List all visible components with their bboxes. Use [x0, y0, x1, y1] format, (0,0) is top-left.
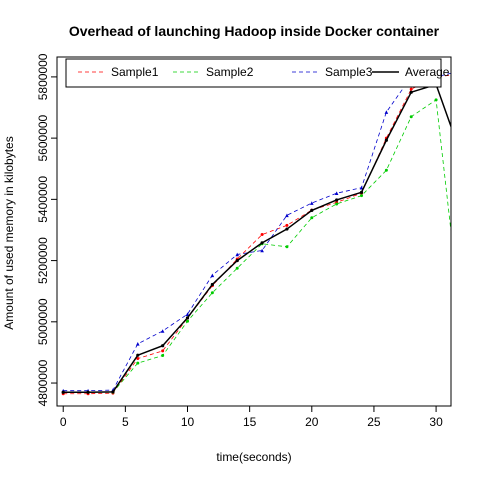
- data-point-average: [210, 282, 214, 287]
- data-point-sample2: [161, 353, 165, 357]
- data-point-average: [359, 190, 364, 194]
- y-tick-label: 5600000: [36, 114, 50, 161]
- data-point-sample1: [260, 233, 264, 237]
- data-point-average: [409, 90, 413, 94]
- legend-label-average: Average: [405, 65, 450, 79]
- data-point-sample1: [459, 72, 462, 75]
- data-point-average: [459, 153, 462, 156]
- legend-box: [65, 58, 442, 88]
- data-point-sample2: [459, 317, 462, 320]
- chart-title: Overhead of launching Hadoop inside Dock…: [69, 23, 440, 39]
- data-point-sample3: [334, 191, 339, 196]
- x-tick-label: 15: [243, 415, 257, 429]
- x-axis-label: time(seconds): [216, 450, 291, 464]
- data-point-average: [384, 138, 388, 142]
- data-point-average: [161, 344, 165, 348]
- data-point-average: [235, 258, 239, 263]
- x-tick-label: 5: [122, 415, 129, 429]
- y-axis-label: Amount of used memory in kilobytes: [2, 136, 16, 329]
- legend-label-sample2: Sample2: [206, 65, 254, 79]
- data-point-sample1: [136, 357, 140, 361]
- data-point-sample3: [160, 329, 165, 333]
- data-point-sample2: [285, 245, 289, 249]
- data-point-sample2: [384, 168, 388, 172]
- data-point-sample2: [235, 266, 239, 270]
- data-point-sample1: [409, 87, 413, 91]
- data-point-sample3: [285, 213, 289, 218]
- data-point-average: [260, 241, 264, 245]
- data-point-sample1: [161, 349, 165, 353]
- y-tick-label: 5800000: [36, 53, 50, 100]
- y-tick-label: 5000000: [36, 298, 50, 345]
- plot-area: [61, 69, 463, 396]
- data-point-sample2: [335, 202, 339, 206]
- x-tick-label: 30: [429, 415, 443, 429]
- y-tick-label: 5200000: [36, 237, 50, 284]
- x-tick-label: 10: [181, 415, 195, 429]
- axes: 0 5 10 15 20 25 30 4800000 5000000 5200000 5400000…: [36, 53, 452, 429]
- data-point-average: [86, 390, 90, 394]
- data-point-sample3: [135, 342, 140, 346]
- data-point-sample2: [360, 194, 364, 198]
- data-point-average: [285, 227, 289, 231]
- data-point-sample2: [186, 319, 190, 323]
- y-tick-label: 4800000: [36, 359, 50, 406]
- data-point-average: [185, 316, 190, 320]
- x-tick-label: 0: [60, 415, 67, 429]
- data-point-sample1: [285, 223, 289, 227]
- data-point-sample2: [409, 115, 413, 119]
- series-line-sample2: [63, 99, 451, 393]
- data-point-sample2: [434, 98, 438, 102]
- data-point-average: [111, 390, 115, 394]
- x-tick-label: 20: [305, 415, 319, 429]
- data-point-average: [61, 390, 65, 394]
- x-tick-label: 25: [367, 415, 381, 429]
- data-point-sample3: [309, 201, 314, 205]
- data-point-sample3: [235, 252, 240, 257]
- data-point-sample3: [210, 273, 215, 278]
- data-point-sample2: [310, 216, 314, 220]
- series-line-sample1: [63, 74, 451, 395]
- data-point-average: [136, 353, 140, 357]
- data-point-sample3: [384, 110, 389, 114]
- data-point-sample2: [136, 361, 140, 365]
- data-point-sample3: [459, 69, 463, 73]
- legend-label-sample1: Sample1: [111, 65, 159, 79]
- series-line-sample3: [63, 72, 451, 392]
- plot-frame: [56, 56, 452, 407]
- series-line-average: [63, 83, 451, 393]
- data-point-sample3: [359, 185, 364, 190]
- data-point-sample3: [260, 248, 264, 253]
- data-point-sample2: [210, 291, 214, 295]
- data-point-average: [335, 198, 339, 202]
- legend: Sample1 Sample2 Sample3 Average: [65, 58, 450, 88]
- data-point-average: [310, 208, 314, 212]
- y-tick-label: 5400000: [36, 176, 50, 223]
- data-point-sample3: [185, 312, 190, 316]
- legend-label-sample3: Sample3: [325, 65, 373, 79]
